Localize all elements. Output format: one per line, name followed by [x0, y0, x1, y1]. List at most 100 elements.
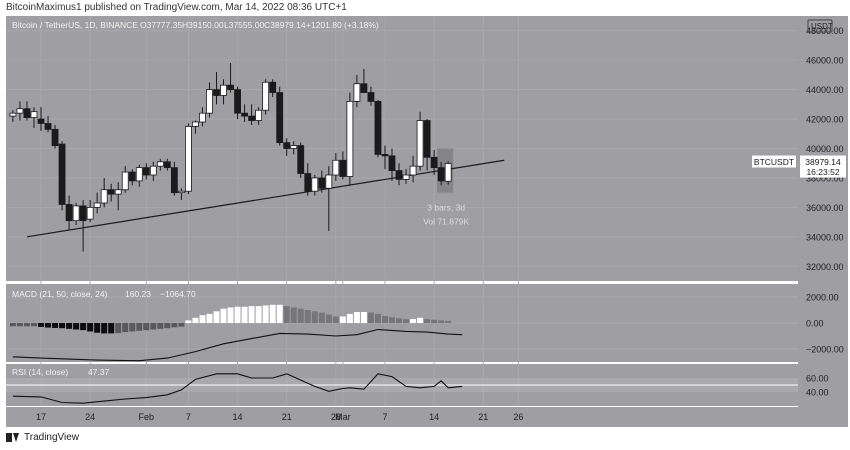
candle-bear: [107, 189, 115, 195]
macd-histogram-bar: [192, 317, 199, 323]
measure-bars-label: 3 bars, 3d: [427, 203, 465, 213]
price-tick-label: 32000.00: [806, 262, 844, 272]
macd-tick-label: 0.00: [806, 319, 824, 329]
candle-bull: [149, 165, 157, 176]
time-tick-label: 17: [36, 412, 46, 422]
candle-bear: [23, 108, 31, 118]
candle-bull: [444, 163, 452, 182]
ohlc-change: +1201.80 (+3.18%): [306, 20, 379, 30]
macd-histogram-bar: [108, 323, 115, 334]
candle-bull: [114, 189, 122, 195]
time-tick-label: 24: [85, 412, 95, 422]
macd-histogram-bar: [248, 306, 255, 323]
candle-bear: [170, 167, 178, 194]
macd-histogram-bar: [157, 323, 164, 329]
candle-bear: [374, 100, 382, 155]
macd-histogram-bar: [94, 323, 101, 333]
candle-bear: [423, 120, 431, 158]
time-tick-label: 14: [429, 412, 439, 422]
time-tick-label: 7: [382, 412, 387, 422]
macd-histogram-bar: [206, 313, 213, 323]
candle-bear: [297, 145, 305, 174]
macd-histogram-bar: [122, 323, 129, 333]
last-price-symbol-box: [752, 155, 796, 168]
candle-bear: [44, 123, 52, 130]
candle-bear: [58, 143, 66, 205]
candle-bear: [37, 118, 45, 124]
macd-histogram-bar: [417, 317, 424, 323]
candle-bull: [100, 189, 108, 204]
rsi-tick-label: 40.00: [806, 388, 829, 398]
time-tick-label: 28: [331, 412, 341, 422]
macd-histogram-bar: [171, 323, 178, 328]
price-tick-label: 36000.00: [806, 203, 844, 213]
chart-frame: 48000.00 46000.00 44000.00 42000.00 40000.00…: [0, 14, 850, 430]
currency-label: USDT: [811, 22, 833, 31]
macd-histogram-bar: [73, 323, 80, 330]
macd-histogram-bar: [227, 307, 234, 323]
macd-histogram-bar: [339, 316, 346, 323]
macd-histogram-bar: [325, 314, 332, 323]
macd-histogram-bar: [438, 320, 445, 323]
candle-bull: [206, 89, 213, 114]
price-tick-label: 38000.00: [806, 173, 844, 183]
rsi-line: [12, 373, 463, 404]
candle-bull: [86, 206, 94, 220]
footer-brand: TradingView: [6, 432, 79, 443]
author-name[interactable]: BitcoinMaximus1: [6, 2, 82, 13]
macd-histogram-bar: [52, 323, 59, 328]
footer-brand-name: TradingView: [24, 432, 80, 443]
price-tick-label: 34000.00: [806, 232, 844, 242]
macd-histogram-bar: [9, 323, 16, 327]
macd-histogram-bar: [199, 315, 206, 323]
rsi-label: RSI (14, close): [12, 367, 68, 377]
macd-histogram-bar: [410, 319, 417, 323]
macd-histogram-bar: [424, 319, 431, 323]
candle-bear: [241, 112, 248, 117]
time-tick-label: Mar: [335, 412, 351, 422]
candle-bear: [234, 89, 241, 114]
candle-bear: [304, 173, 312, 192]
macd-histogram-bar: [367, 312, 374, 323]
candle-bull: [135, 167, 143, 182]
trading-chart[interactable]: 48000.00 46000.00 44000.00 42000.00 40000.00…: [0, 14, 850, 430]
measure-volume-label: Vol 71.879K: [423, 217, 469, 227]
publish-info: published on TradingView.com, Mar 14, 20…: [84, 2, 347, 13]
time-tick-label: 7: [186, 412, 191, 422]
candle-bear: [283, 142, 291, 149]
ohlc-open: O37777.35: [140, 20, 182, 30]
macd-histogram-bar: [269, 304, 276, 323]
macd-histogram-bar: [59, 323, 66, 329]
candle-bull: [255, 109, 263, 121]
macd-histogram-bar: [311, 311, 318, 323]
macd-histogram-bar: [346, 313, 353, 323]
last-price-countdown: 16:23:52: [806, 167, 839, 177]
macd-histogram-bar: [66, 323, 73, 329]
macd-histogram-bar: [431, 319, 438, 323]
candle-bull: [325, 174, 333, 189]
macd-histogram-bar: [101, 323, 108, 334]
candle-bear: [163, 161, 171, 169]
candle-bull: [416, 120, 424, 167]
macd-histogram-bar: [283, 306, 290, 323]
candle-bull: [192, 121, 199, 127]
candle-bull: [199, 112, 206, 123]
price-tick-label: 44000.00: [806, 85, 844, 95]
candle-bear: [213, 89, 220, 96]
last-price-box: [800, 155, 846, 178]
candle-bear: [276, 92, 284, 144]
macd-histogram-bar: [115, 323, 122, 334]
candle-bull: [262, 81, 270, 111]
macd-histogram-bar: [276, 304, 283, 323]
macd-histogram-bar: [403, 319, 410, 323]
candle-bear: [367, 92, 375, 102]
macd-histogram-bar: [213, 311, 220, 323]
candle-bull: [121, 171, 129, 191]
last-price-value: 38979.14: [805, 157, 841, 167]
candle-bull: [156, 161, 164, 167]
macd-tick-label: −2000.00: [806, 345, 844, 355]
symbol-pair: Bitcoin / TetherUS, 1D, BINANCE: [12, 20, 138, 30]
candle-bear: [51, 128, 59, 146]
price-axis-panel: [798, 16, 848, 427]
macd-value-2: −1064.70: [160, 289, 196, 299]
